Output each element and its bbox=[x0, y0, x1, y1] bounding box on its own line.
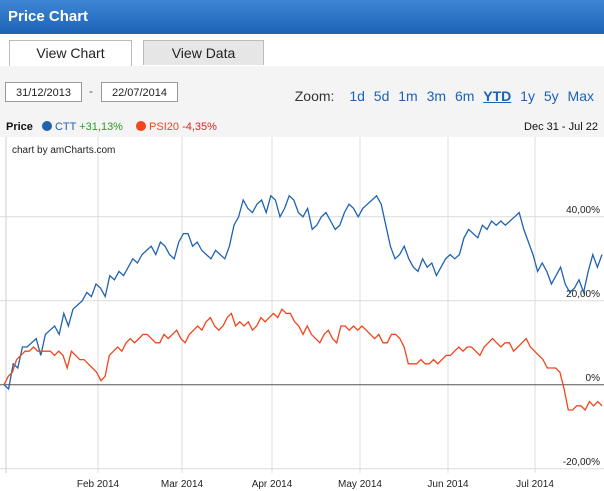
series-line-psi20[interactable] bbox=[3, 308, 603, 412]
plot-background bbox=[0, 137, 604, 491]
psi20-dot-icon bbox=[136, 121, 147, 131]
y-tick-label: 20,00% bbox=[566, 289, 600, 300]
window-title: Price Chart bbox=[8, 8, 89, 25]
date-range-text: Dec 31 - Jul 22 bbox=[524, 121, 598, 133]
zoom-6m-button[interactable]: 6m bbox=[454, 88, 475, 104]
x-tick-label: Jul 2014 bbox=[516, 479, 554, 490]
legend-ctt-name: CTT bbox=[54, 121, 77, 133]
start-date-input[interactable]: 31/12/2013 bbox=[5, 82, 82, 102]
x-tick-label: Mar 2014 bbox=[161, 479, 204, 490]
y-tick-label: -20,00% bbox=[563, 457, 600, 468]
legend-psi20-name: PSI20 bbox=[149, 121, 179, 133]
legend-psi20-change: -4,35% bbox=[182, 121, 217, 133]
x-tick-label: Feb 2014 bbox=[77, 479, 120, 490]
x-tick-label: Apr 2014 bbox=[252, 479, 293, 490]
chart-legend: Price CTT +31,13% PSI20 -4,35% bbox=[6, 121, 217, 133]
title-bar: Price Chart bbox=[0, 0, 604, 34]
zoom-3m-button[interactable]: 3m bbox=[426, 88, 447, 104]
x-tick-label: May 2014 bbox=[338, 479, 382, 490]
zoom-label: Zoom: bbox=[294, 88, 335, 104]
chart-credit: chart by amCharts.com bbox=[12, 145, 115, 156]
series-line-ctt[interactable] bbox=[3, 194, 603, 391]
price-chart[interactable]: Feb 2014 Mar 2014 Apr 2014 May 2014 Jun 2014… bbox=[0, 137, 604, 491]
zoom-1m-button[interactable]: 1m bbox=[398, 88, 418, 104]
legend-item-ctt[interactable]: CTT +31,13% bbox=[41, 121, 126, 133]
zoom-1y-button[interactable]: 1y bbox=[520, 88, 535, 104]
zoom-5y-button[interactable]: 5y bbox=[543, 88, 559, 104]
x-tick-label: Jun 2014 bbox=[427, 479, 469, 490]
date-separator: - bbox=[89, 84, 93, 98]
y-tick-label: 0% bbox=[586, 373, 601, 384]
ctt-dot-icon bbox=[41, 121, 52, 131]
legend-item-psi20[interactable]: PSI20 -4,35% bbox=[136, 121, 217, 133]
zoom-ytd-button[interactable]: YTD bbox=[483, 88, 512, 104]
legend-ctt-change: +31,13% bbox=[79, 121, 123, 133]
tab-view-data[interactable]: View Data bbox=[143, 40, 264, 65]
zoom-bar: Zoom: 1d 5d 1m 3m 6m YTD 1y 5y Max bbox=[295, 88, 594, 104]
chart-panel: 31/12/2013 - 22/07/2014 Zoom: 1d 5d 1m 3… bbox=[0, 66, 604, 491]
y-tick-label: 40,00% bbox=[566, 205, 600, 216]
zoom-5d-button[interactable]: 5d bbox=[373, 88, 390, 104]
end-date-input[interactable]: 22/07/2014 bbox=[101, 82, 178, 102]
legend-title: Price bbox=[6, 121, 33, 133]
tab-view-chart[interactable]: View Chart bbox=[9, 40, 132, 67]
zoom-1d-button[interactable]: 1d bbox=[349, 88, 365, 104]
zoom-max-button[interactable]: Max bbox=[567, 88, 594, 104]
tab-bar: View Chart View Data bbox=[0, 34, 604, 67]
